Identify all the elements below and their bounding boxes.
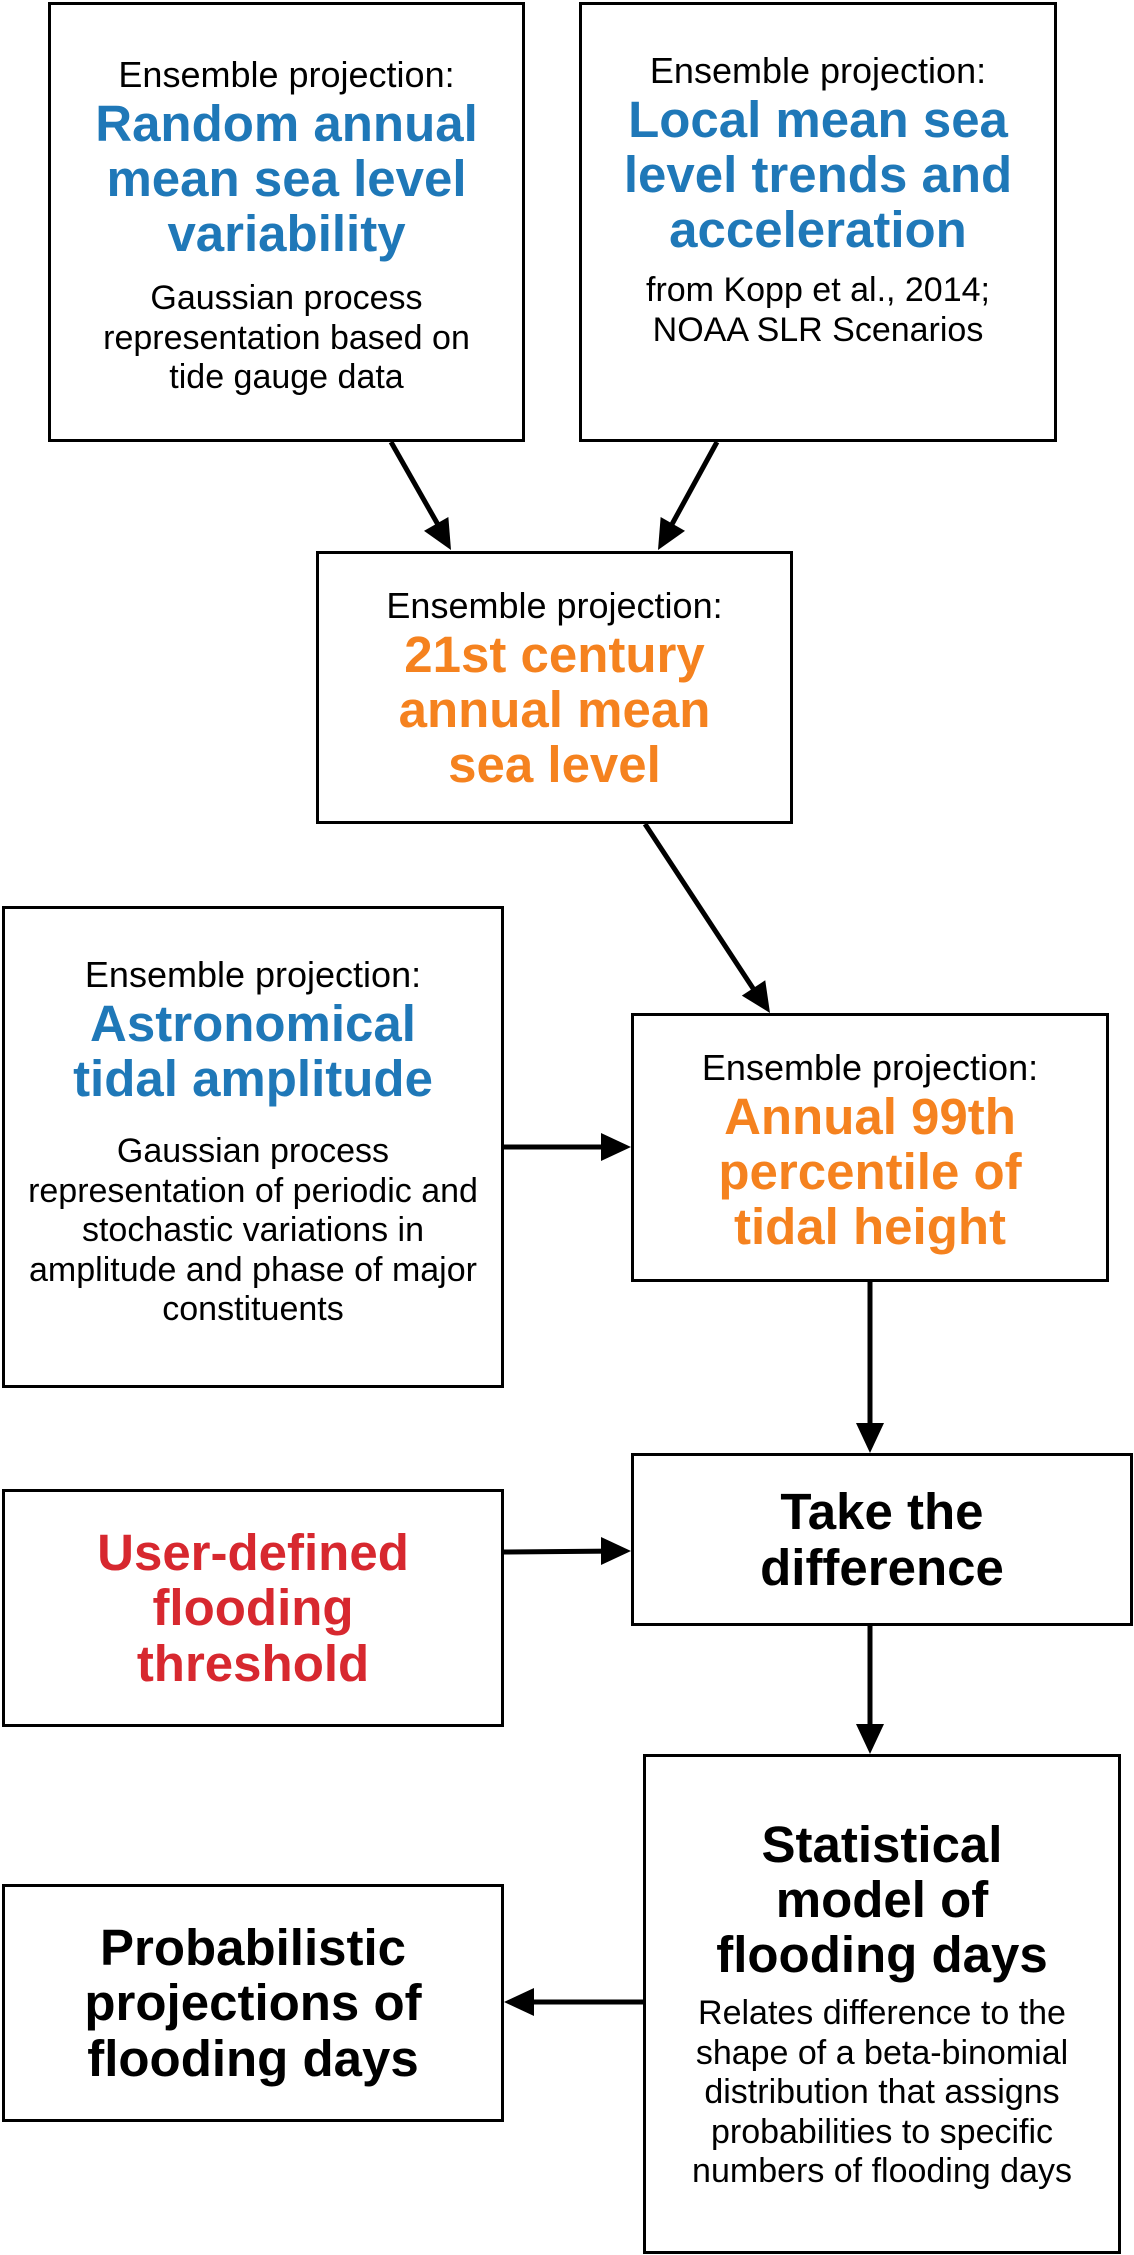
- node-title: Astronomical tidal amplitude: [73, 995, 433, 1108]
- node-flooding-threshold: User-defined flooding threshold: [2, 1489, 504, 1727]
- node-tidal-amplitude: Ensemble projection: Astronomical tidal …: [2, 906, 504, 1388]
- node-prefix: Ensemble projection:: [84, 954, 422, 995]
- node-annual-variability: Ensemble projection: Random annual mean …: [48, 2, 525, 442]
- node-description: from Kopp et al., 2014; NOAA SLR Scenari…: [646, 271, 990, 349]
- node-title: 21st century annual mean sea level: [398, 626, 711, 794]
- node-annual-mean-sea-level: Ensemble projection: 21st century annual…: [316, 551, 793, 824]
- arrow-msl-to-percentile: [642, 822, 765, 1004]
- node-tidal-percentile: Ensemble projection: Annual 99th percent…: [631, 1013, 1109, 1282]
- node-description: Relates difference to the shape of a bet…: [692, 1994, 1072, 2190]
- node-probabilistic-projections: Probabilistic projections of flooding da…: [2, 1884, 504, 2122]
- node-title: Probabilistic projections of flooding da…: [84, 1919, 422, 2087]
- node-statistical-model: Statistical model of flooding days Relat…: [643, 1754, 1121, 2254]
- node-trends-acceleration: Ensemble projection: Local mean sea leve…: [579, 2, 1057, 442]
- arrow-variability-to-msl: [388, 440, 448, 539]
- node-title: User-defined flooding threshold: [97, 1524, 409, 1692]
- arrow-trends-to-msl: [662, 440, 720, 539]
- node-description: Gaussian process representation of perio…: [28, 1132, 478, 1329]
- node-take-difference: Take the difference: [631, 1453, 1133, 1626]
- node-title: Take the difference: [760, 1483, 1004, 1596]
- node-prefix: Ensemble projection:: [386, 585, 723, 626]
- node-title: Local mean sea level trends and accelera…: [623, 91, 1013, 259]
- node-title: Statistical model of flooding days: [716, 1816, 1048, 1984]
- node-prefix: Ensemble projection:: [649, 50, 987, 91]
- node-title: Annual 99th percentile of tidal height: [718, 1088, 1022, 1256]
- node-description: Gaussian process representation based on…: [103, 279, 470, 397]
- node-prefix: Ensemble projection:: [701, 1047, 1039, 1088]
- node-title: Random annual mean sea level variability: [95, 95, 478, 263]
- node-prefix: Ensemble projection:: [118, 54, 455, 95]
